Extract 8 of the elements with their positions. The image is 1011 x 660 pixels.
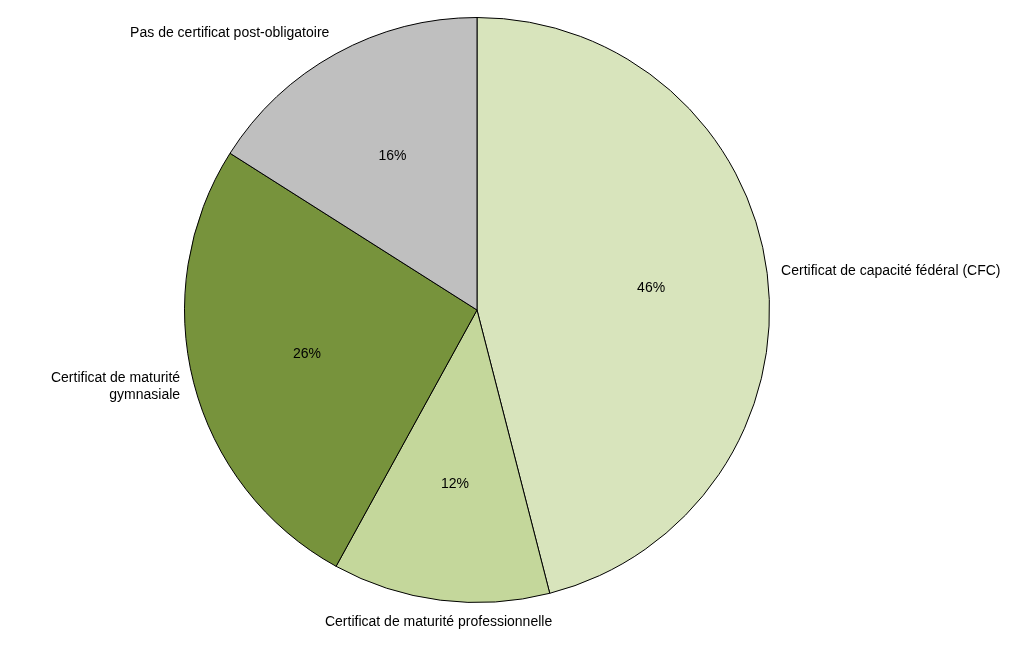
data-label: 26% [293, 344, 322, 361]
slice-label: Certificat de maturité professionnelle [324, 613, 553, 630]
data-label: 16% [378, 147, 407, 164]
slice-label: Pas de certificat post-obligatoire [130, 23, 330, 40]
slice-label: Certificat de capacité fédéral (CFC) [781, 262, 1001, 279]
data-label: 12% [440, 474, 470, 491]
slice-label: Certificat de maturité gymnasiale [50, 368, 181, 402]
data-label: 46% [637, 278, 666, 295]
